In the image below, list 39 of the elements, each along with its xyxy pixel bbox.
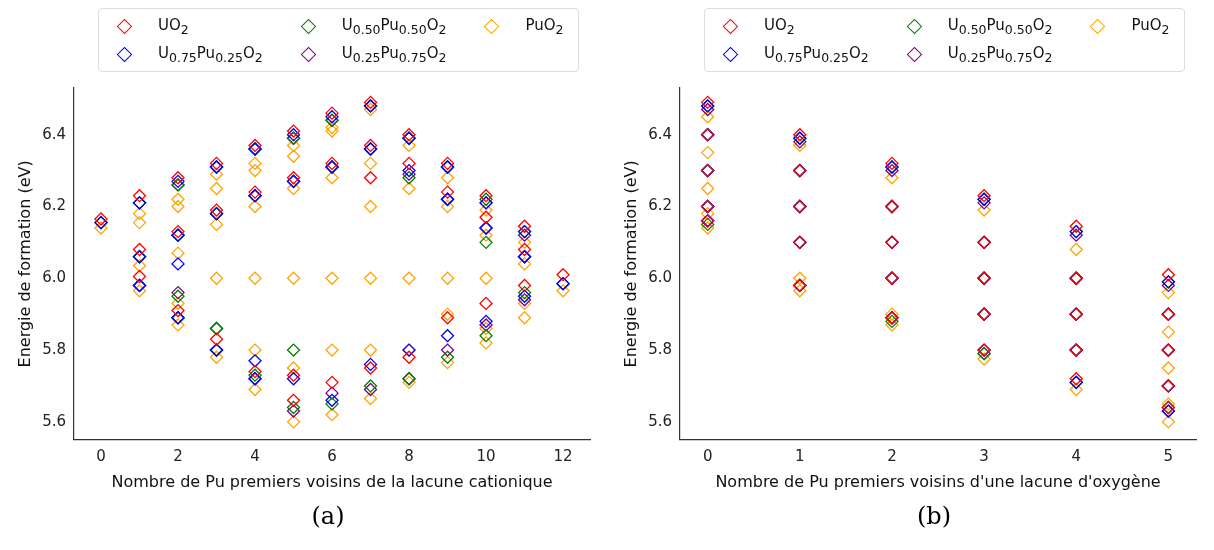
y-axis-title: Energie de formation (eV)	[14, 160, 34, 368]
x-tick-label: 1	[795, 446, 805, 465]
x-tick-label: 2	[887, 446, 897, 465]
x-tick-label: 10	[476, 446, 496, 465]
y-tick-label: 5.6	[42, 411, 67, 430]
y-tick-label: 6.4	[42, 124, 67, 143]
y-tick-label: 5.8	[648, 339, 673, 358]
text: (a)	[310, 502, 346, 530]
x-tick-label: 4	[250, 446, 260, 465]
x-tick-label: 2	[173, 446, 183, 465]
x-tick-label: 5	[1163, 446, 1174, 465]
y-tick-label: 6.2	[648, 196, 673, 215]
x-tick-label: 8	[404, 446, 414, 465]
y-axis-title: Energie de formation (eV)	[620, 160, 640, 368]
x-tick-label: 12	[553, 446, 573, 465]
legend-label: U$_{0.75}$Pu$_{0.25}$O$_{2}$	[764, 43, 869, 65]
text: (b)	[915, 502, 953, 530]
x-tick-label: 0	[702, 446, 713, 465]
legend-label: U$_{0.75}$Pu$_{0.25}$O$_{2}$	[158, 43, 263, 65]
x-axis-title: Nombre de Pu premiers voisins de la lacune cationique	[111, 471, 553, 491]
x-tick-label: 0	[96, 446, 106, 465]
y-tick-label: 6.4	[648, 124, 673, 143]
x-tick-label: 3	[979, 446, 989, 465]
legend-label: U$_{0.25}$Pu$_{0.75}$O$_{2}$	[341, 43, 447, 65]
y-tick-label: 5.6	[648, 411, 673, 430]
legend-label: UO$_{2}$	[764, 15, 795, 37]
legend-label: U$_{0.50}$Pu$_{0.50}$O$_{2}$	[947, 15, 1053, 37]
x-tick-label: 4	[1071, 446, 1081, 465]
y-tick-label: 6.0	[648, 268, 673, 287]
legend-label: PuO$_{2}$	[1131, 15, 1170, 37]
legend-label: U$_{0.25}$Pu$_{0.75}$O$_{2}$	[947, 43, 1053, 65]
legend-label: UO$_{2}$	[158, 15, 189, 37]
x-axis-title: Nombre de Pu premiers voisins d'une lacune d'oxygène	[715, 471, 1161, 491]
x-tick-label: 6	[327, 446, 337, 465]
y-tick-label: 6.2	[42, 196, 67, 215]
y-tick-label: 6.0	[42, 268, 67, 287]
legend-label: U$_{0.50}$Pu$_{0.50}$O$_{2}$	[341, 15, 447, 37]
legend-label: PuO$_{2}$	[525, 15, 564, 37]
y-tick-label: 5.8	[42, 339, 67, 358]
